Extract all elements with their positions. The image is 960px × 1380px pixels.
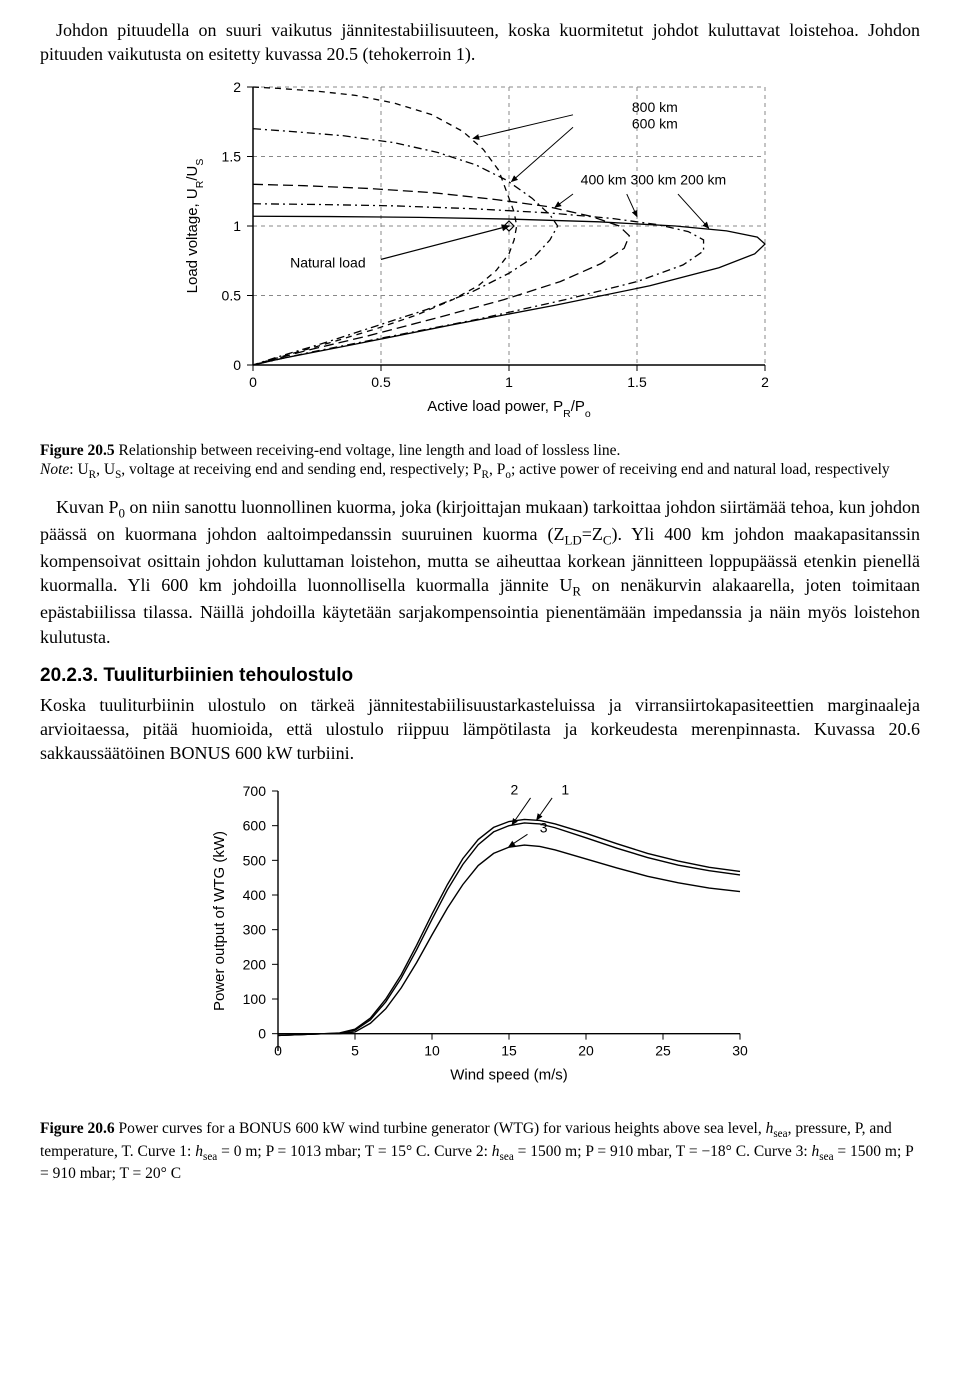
- figure-20-6: 0510152025300100200300400500600700Wind s…: [40, 773, 920, 1113]
- svg-text:Active load power, PR/Po: Active load power, PR/Po: [427, 398, 591, 420]
- svg-text:300: 300: [243, 922, 267, 938]
- svg-text:Power output of WTG (kW): Power output of WTG (kW): [211, 831, 228, 1011]
- note-colon: : U: [69, 461, 88, 478]
- svg-text:30: 30: [732, 1043, 748, 1059]
- svg-text:2: 2: [510, 782, 518, 798]
- svg-text:400 km 300 km 200 km: 400 km 300 km 200 km: [581, 171, 727, 187]
- figure-20-5-text: Relationship between receiving-end volta…: [115, 442, 621, 459]
- section-heading-20-2-3: 20.2.3. Tuuliturbiinien tehoulostulo: [40, 663, 920, 689]
- svg-text:Wind speed (m/s): Wind speed (m/s): [450, 1067, 568, 1084]
- svg-text:20: 20: [578, 1043, 594, 1059]
- svg-text:1: 1: [561, 782, 569, 798]
- svg-text:0: 0: [274, 1043, 282, 1059]
- svg-text:1: 1: [505, 374, 513, 390]
- svg-text:0: 0: [249, 374, 257, 390]
- svg-text:10: 10: [424, 1043, 440, 1059]
- svg-text:5: 5: [351, 1043, 359, 1059]
- figure-20-5-note-label: Note: [40, 461, 69, 478]
- svg-text:0: 0: [233, 357, 241, 373]
- svg-text:1: 1: [233, 218, 241, 234]
- svg-text:Natural load: Natural load: [290, 254, 366, 270]
- svg-text:2: 2: [233, 79, 241, 95]
- figure-20-5-caption: Figure 20.5 Relationship between receivi…: [40, 441, 920, 483]
- svg-text:200: 200: [243, 957, 267, 973]
- figure-20-6-label: Figure 20.6: [40, 1120, 115, 1137]
- svg-text:800 km: 800 km: [632, 99, 678, 115]
- svg-text:600: 600: [243, 818, 267, 834]
- figure-20-6-caption: Figure 20.6 Power curves for a BONUS 600…: [40, 1119, 920, 1184]
- svg-text:100: 100: [243, 991, 267, 1007]
- svg-text:3: 3: [540, 820, 548, 836]
- svg-text:2: 2: [761, 374, 769, 390]
- figure-20-5: 0 0.5 1 1.5 2 0 0.5 1 1.5 2 Active load power, PR/…: [40, 75, 920, 435]
- svg-text:1.5: 1.5: [222, 148, 242, 164]
- svg-text:0.5: 0.5: [371, 374, 391, 390]
- svg-text:0.5: 0.5: [222, 287, 242, 303]
- svg-text:25: 25: [655, 1043, 671, 1059]
- figure-20-5-label: Figure 20.5: [40, 442, 115, 459]
- svg-text:Load voltage, UR/US: Load voltage, UR/US: [184, 158, 206, 293]
- paragraph-1: Johdon pituudella on suuri vaikutus jänn…: [40, 18, 920, 67]
- svg-text:1.5: 1.5: [627, 374, 647, 390]
- paragraph-2: Kuvan P0 on niin sanottu luonnollinen ku…: [40, 495, 920, 649]
- svg-text:700: 700: [243, 783, 267, 799]
- paragraph-3: Koska tuuliturbiinin ulostulo on tärkeä …: [40, 693, 920, 766]
- svg-text:15: 15: [501, 1043, 517, 1059]
- svg-text:400: 400: [243, 887, 267, 903]
- svg-text:600 km: 600 km: [632, 115, 678, 131]
- svg-text:0: 0: [258, 1026, 266, 1042]
- svg-text:500: 500: [243, 853, 267, 869]
